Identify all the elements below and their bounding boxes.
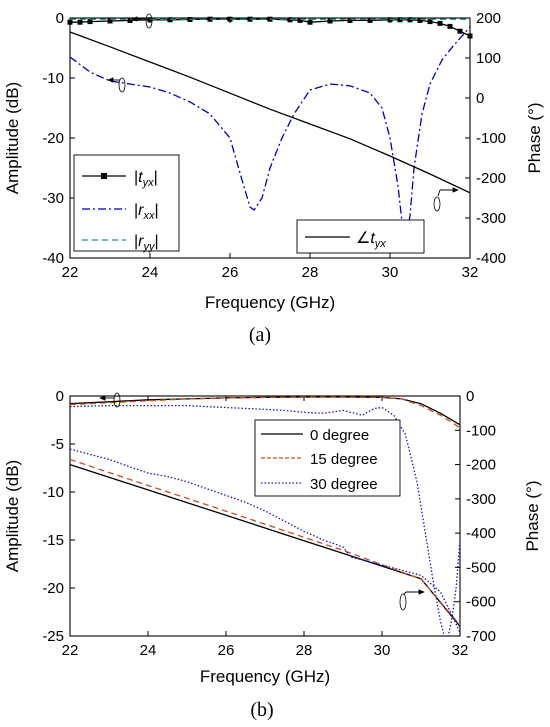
legend-b-0-label: 0 degree: [310, 427, 369, 444]
y2-tick-label: 0: [476, 90, 484, 107]
chart-a-ylabel: Amplitude (dB): [3, 82, 22, 194]
chart-b-ylabel: Amplitude (dB): [3, 460, 22, 572]
series-point: [327, 18, 333, 24]
series-point: [347, 17, 353, 23]
series-point: [427, 19, 433, 25]
x-tick-label: 24: [142, 264, 159, 281]
series-point: [67, 19, 73, 25]
y-tick-label: 0: [56, 388, 64, 405]
chart-b-frame: [69, 395, 461, 637]
y2-tick-label: 100: [476, 50, 501, 67]
y2-tick-label: -100: [476, 130, 506, 147]
y2-tick-label: 0: [466, 388, 474, 405]
series-0-degree-phase-line: [69, 463, 461, 627]
y-tick-label: 0: [56, 10, 64, 27]
chart-b-panel-label: (b): [250, 699, 273, 721]
series-point: [307, 19, 313, 25]
x-tick-label: 22: [62, 264, 79, 281]
y2-tick-label: -400: [476, 250, 506, 267]
series-15-degree-amplitude-line: [69, 396, 461, 429]
axis-indicator-a-rxx: [107, 77, 126, 93]
y-tick-label: -15: [42, 532, 64, 549]
y2-tick-label: -300: [476, 210, 506, 227]
series-point: [467, 33, 473, 39]
y2-tick-label: -600: [466, 594, 496, 611]
series-point: [77, 19, 83, 25]
series-point: [447, 23, 453, 29]
legend-a-rxx-label: |rxx|: [134, 202, 159, 222]
y-tick-label: -20: [42, 580, 64, 597]
y2-tick-label: -200: [476, 170, 506, 187]
legend-a-left: [73, 154, 180, 252]
y2-tick-label: 200: [476, 10, 501, 27]
y-tick-label: -10: [42, 484, 64, 501]
legend-a-tyx-marker: [101, 173, 107, 179]
series-point: [417, 17, 423, 23]
y2-tick-label: -100: [466, 422, 496, 439]
y2-tick-label: -200: [466, 457, 496, 474]
y-tick-label: -10: [42, 70, 64, 87]
x-tick-label: 30: [382, 264, 399, 281]
x-tick-label: 28: [296, 642, 313, 659]
axis-indicator-b-phase: [399, 589, 425, 611]
y-tick-label: -30: [42, 190, 64, 207]
chart-b-y2label: Phase (°): [523, 480, 542, 551]
x-tick-label: 24: [140, 642, 157, 659]
chart-a-y2label: Phase (°): [525, 102, 544, 173]
y-tick-label: -25: [42, 628, 64, 645]
legend-a-ryy-label: |ryy|: [134, 233, 159, 253]
axis-indicator-a-phase: [433, 187, 459, 212]
series-point: [297, 17, 303, 23]
series-15-degree-phase-line: [69, 458, 461, 626]
x-tick-label: 26: [222, 264, 239, 281]
x-tick-label: 30: [374, 642, 391, 659]
y2-tick-label: -300: [466, 491, 496, 508]
series-30-degree-amplitude-line: [69, 404, 461, 637]
series-point: [127, 17, 133, 23]
y-tick-label: -5: [51, 436, 64, 453]
y-tick-label: -40: [42, 250, 64, 267]
series--tyx-line: [69, 31, 471, 194]
axis-indicator-b-amplitude: [99, 392, 121, 408]
y-tick-label: -20: [42, 130, 64, 147]
series-point: [107, 18, 113, 24]
chart-b-xlabel: Frequency (GHz): [200, 667, 330, 686]
series-point: [437, 20, 443, 26]
series-point: [367, 17, 373, 23]
legend-b-30-label: 30 degree: [310, 476, 378, 493]
axis-indicator-a-tyx: [131, 13, 153, 29]
legend-a-phase-label: ∠tyx: [356, 230, 386, 250]
y2-tick-label: -400: [466, 525, 496, 542]
y2-tick-label: -500: [466, 559, 496, 576]
series-30-degree-phase-line: [69, 448, 461, 633]
chart-a-xlabel: Frequency (GHz): [205, 293, 335, 312]
series--rxx--line: [69, 26, 471, 238]
chart-b: 22 24 26 28 30 32 -25 -20 -15 -10 -5 0 -700 -600 -500 -…: [3, 388, 542, 721]
x-tick-label: 22: [62, 642, 79, 659]
x-tick-label: 32: [452, 642, 469, 659]
legend-b-15-label: 15 degree: [310, 451, 378, 468]
chart-a: 22 24 26 28 30 32-40-30-20-100-400-300-200-10…: [3, 10, 544, 346]
x-tick-label: 28: [302, 264, 319, 281]
x-tick-label: 32: [462, 264, 479, 281]
y2-tick-label: -700: [466, 628, 496, 645]
series-point: [457, 28, 463, 34]
legend-a-tyx-label: |tyx|: [134, 169, 158, 189]
chart-a-panel-label: (a): [249, 324, 271, 346]
series-point: [87, 19, 93, 25]
x-tick-label: 26: [218, 642, 235, 659]
